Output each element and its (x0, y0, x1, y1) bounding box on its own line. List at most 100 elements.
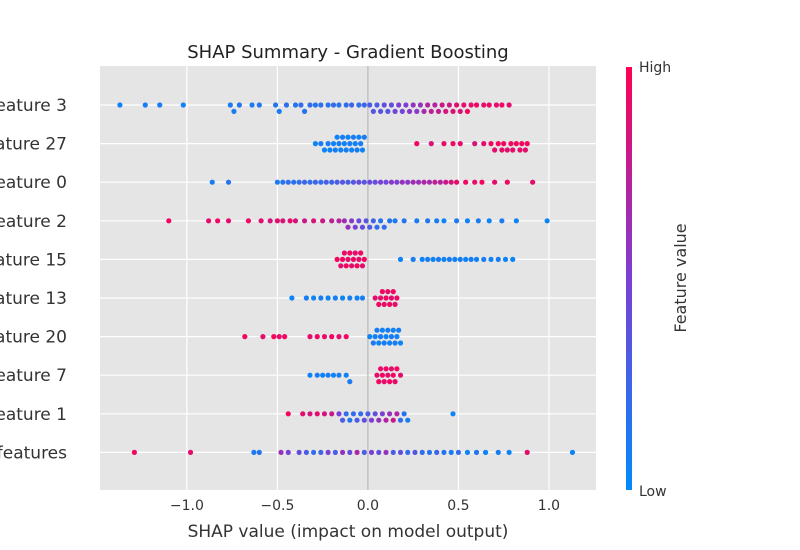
shap-point (397, 256, 404, 262)
shap-point (282, 334, 288, 340)
shap-point (504, 179, 510, 185)
shap-point (363, 218, 369, 224)
shap-point (339, 417, 346, 423)
shap-point (307, 372, 313, 378)
shap-point (425, 102, 431, 108)
shap-point (524, 141, 530, 147)
shap-point (379, 372, 385, 378)
shap-point (403, 102, 409, 108)
shap-point (361, 134, 367, 140)
shap-point (544, 218, 550, 224)
shap-point (336, 372, 342, 378)
shap-point (441, 256, 447, 262)
feature-label: Feature 13 (0, 289, 67, 309)
shap-point (314, 372, 320, 378)
shap-point (347, 295, 353, 301)
shap-point (343, 334, 349, 340)
shap-point (251, 449, 257, 455)
shap-point (312, 179, 319, 185)
shap-point (350, 179, 357, 185)
shap-point (330, 102, 337, 108)
shap-point (354, 417, 360, 423)
x-tick-label: −0.5 (260, 498, 294, 514)
shap-point (374, 372, 380, 378)
x-tick-label: −1.0 (170, 498, 204, 514)
shap-point (439, 102, 445, 108)
shap-point (435, 256, 442, 262)
shap-point (329, 179, 335, 185)
shap-point (506, 102, 512, 108)
shap-point (392, 340, 398, 346)
shap-point (166, 218, 172, 224)
shap-point (227, 102, 233, 108)
shap-point (256, 449, 262, 455)
shap-point (361, 417, 367, 423)
shap-point (341, 218, 347, 224)
shap-point (510, 147, 516, 153)
shap-point (358, 250, 364, 256)
shap-point (225, 179, 232, 185)
shap-point (379, 411, 385, 417)
shap-point (318, 102, 324, 108)
shap-point (385, 289, 391, 295)
shap-point (387, 301, 393, 307)
shap-point (332, 295, 338, 301)
shap-point (417, 102, 424, 108)
x-tick-label: 0.5 (447, 498, 469, 514)
shap-point (481, 102, 487, 108)
shap-point (354, 263, 360, 269)
shap-point (349, 263, 355, 269)
shap-point (385, 108, 391, 114)
shap-point (332, 147, 338, 153)
shap-point (327, 147, 333, 153)
shap-point (325, 141, 331, 147)
shap-point (352, 224, 358, 230)
shap-point (473, 256, 480, 262)
shap-point (450, 411, 456, 417)
shap-point (349, 147, 355, 153)
shap-point (321, 334, 328, 340)
shap-point (374, 102, 380, 108)
shap-point (381, 102, 387, 108)
shap-point (374, 224, 380, 230)
shap-point (441, 449, 447, 455)
shap-point (271, 334, 277, 340)
shap-point (272, 102, 279, 108)
shap-point (285, 179, 291, 185)
shap-point (368, 417, 375, 423)
shap-point (361, 102, 367, 108)
shap-point (372, 295, 378, 301)
shap-point (370, 218, 376, 224)
shap-point (334, 134, 340, 140)
shap-point (472, 141, 478, 147)
shap-point (280, 179, 286, 185)
shap-point (276, 334, 282, 340)
shap-point (361, 256, 367, 262)
shap-point (318, 141, 324, 147)
shap-point (329, 218, 335, 224)
shap-point (325, 449, 331, 455)
shap-point (301, 108, 308, 114)
shap-point (454, 179, 460, 185)
shap-point (383, 179, 389, 185)
shap-point (454, 218, 460, 224)
shap-point (464, 108, 471, 114)
shap-point (519, 141, 525, 147)
shap-point (426, 179, 433, 185)
colorbar-high-label: High (639, 60, 671, 76)
shap-point (377, 366, 384, 372)
shap-point (452, 256, 458, 262)
shap-point (392, 379, 398, 385)
shap-point (372, 179, 378, 185)
shap-point (390, 372, 396, 378)
shap-point (475, 218, 481, 224)
shap-point (356, 256, 362, 262)
shap-point (388, 366, 395, 372)
shap-point (343, 411, 349, 417)
shap-point (377, 295, 384, 301)
shap-point (425, 218, 431, 224)
shap-point (312, 141, 319, 147)
shap-point (508, 141, 514, 147)
shap-point (499, 218, 505, 224)
shap-point (336, 411, 342, 417)
